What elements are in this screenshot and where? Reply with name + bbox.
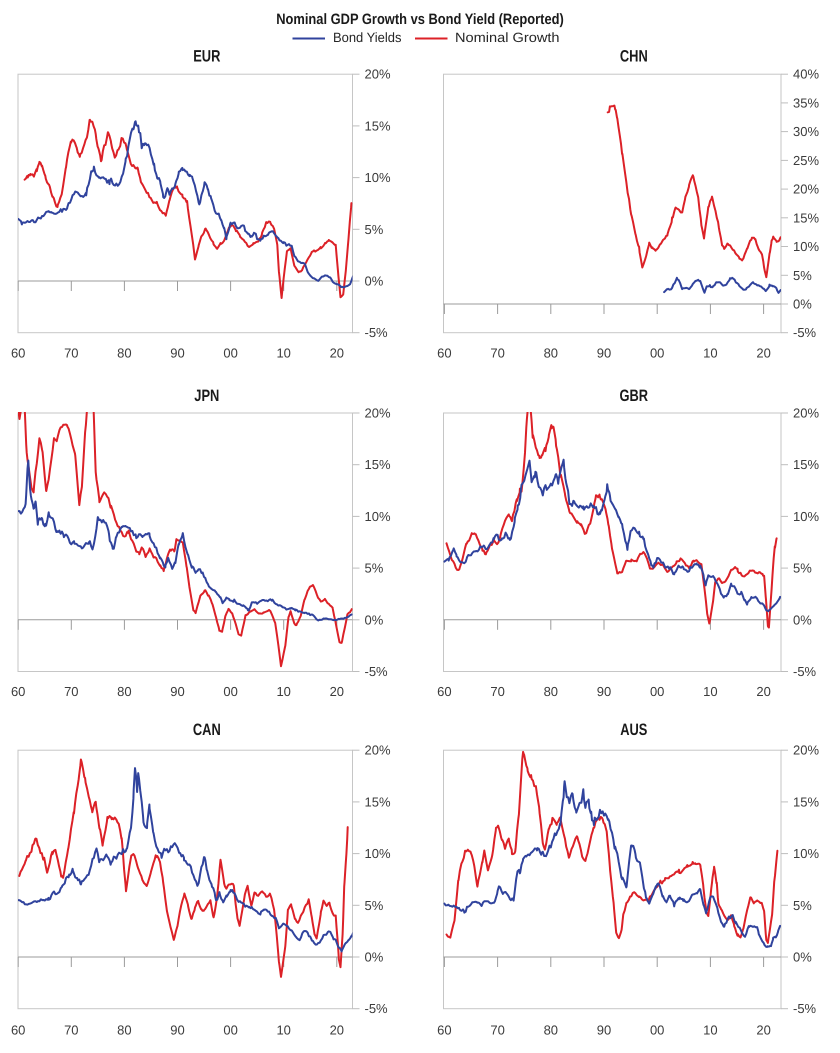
svg-text:15%: 15% [793, 210, 819, 225]
svg-text:20%: 20% [793, 182, 819, 197]
svg-text:40%: 40% [793, 67, 819, 82]
svg-text:00: 00 [223, 346, 237, 361]
svg-text:15%: 15% [365, 794, 391, 809]
svg-text:20: 20 [756, 1023, 770, 1038]
svg-text:-5%: -5% [365, 1001, 389, 1016]
svg-text:0%: 0% [793, 612, 812, 627]
svg-text:70: 70 [490, 1023, 504, 1038]
svg-text:0%: 0% [365, 950, 384, 965]
svg-text:5%: 5% [365, 898, 384, 913]
svg-text:80: 80 [117, 684, 131, 699]
svg-text:80: 80 [117, 1023, 131, 1038]
svg-text:CAN: CAN [193, 721, 221, 739]
svg-text:10%: 10% [365, 509, 391, 524]
svg-text:90: 90 [597, 1023, 611, 1038]
svg-text:0%: 0% [365, 612, 384, 627]
svg-text:15%: 15% [365, 118, 391, 133]
svg-text:20: 20 [330, 346, 344, 361]
svg-text:25%: 25% [793, 153, 819, 168]
svg-text:10%: 10% [793, 846, 819, 861]
svg-text:-5%: -5% [793, 325, 817, 340]
svg-text:10: 10 [703, 1023, 717, 1038]
svg-text:60: 60 [11, 1023, 25, 1038]
svg-text:60: 60 [437, 346, 451, 361]
svg-text:20: 20 [756, 346, 770, 361]
svg-text:Nominal GDP Growth vs Bond Yie: Nominal GDP Growth vs Bond Yield (Report… [276, 11, 564, 28]
svg-text:5%: 5% [793, 561, 812, 576]
svg-text:70: 70 [64, 346, 78, 361]
svg-text:60: 60 [437, 684, 451, 699]
svg-text:00: 00 [650, 684, 664, 699]
svg-text:00: 00 [223, 684, 237, 699]
svg-text:15%: 15% [793, 794, 819, 809]
svg-text:90: 90 [170, 346, 184, 361]
svg-text:0%: 0% [793, 297, 812, 312]
svg-text:00: 00 [650, 1023, 664, 1038]
svg-text:20: 20 [756, 684, 770, 699]
svg-text:5%: 5% [793, 898, 812, 913]
svg-text:20%: 20% [793, 743, 819, 758]
svg-text:30%: 30% [793, 124, 819, 139]
svg-text:5%: 5% [793, 268, 812, 283]
svg-text:Bond Yields: Bond Yields [333, 30, 402, 45]
svg-text:10%: 10% [793, 239, 819, 254]
svg-text:20: 20 [330, 684, 344, 699]
svg-text:70: 70 [490, 346, 504, 361]
svg-text:90: 90 [597, 346, 611, 361]
svg-text:80: 80 [544, 684, 558, 699]
svg-text:70: 70 [64, 1023, 78, 1038]
svg-text:90: 90 [170, 684, 184, 699]
svg-text:10%: 10% [365, 170, 391, 185]
svg-text:80: 80 [544, 1023, 558, 1038]
svg-text:-5%: -5% [793, 1001, 817, 1016]
svg-text:10: 10 [276, 346, 290, 361]
svg-text:60: 60 [11, 346, 25, 361]
svg-text:90: 90 [170, 1023, 184, 1038]
svg-text:10: 10 [276, 684, 290, 699]
svg-text:90: 90 [597, 684, 611, 699]
svg-text:15%: 15% [793, 457, 819, 472]
svg-text:20%: 20% [793, 406, 819, 421]
svg-text:20%: 20% [365, 67, 391, 82]
svg-text:35%: 35% [793, 95, 819, 110]
svg-text:70: 70 [490, 684, 504, 699]
svg-text:00: 00 [223, 1023, 237, 1038]
svg-text:10%: 10% [793, 509, 819, 524]
svg-text:AUS: AUS [620, 721, 647, 739]
svg-text:0%: 0% [365, 274, 384, 289]
svg-text:60: 60 [11, 684, 25, 699]
svg-text:10%: 10% [365, 846, 391, 861]
svg-text:Nominal Growth: Nominal Growth [455, 30, 560, 45]
svg-text:JPN: JPN [194, 387, 219, 405]
svg-text:60: 60 [437, 1023, 451, 1038]
svg-text:20%: 20% [365, 743, 391, 758]
svg-text:CHN: CHN [620, 47, 648, 65]
svg-text:GBR: GBR [619, 387, 648, 405]
svg-text:-5%: -5% [365, 325, 389, 340]
svg-text:80: 80 [117, 346, 131, 361]
svg-text:10: 10 [703, 346, 717, 361]
svg-text:10: 10 [276, 1023, 290, 1038]
svg-text:EUR: EUR [193, 47, 220, 65]
svg-text:5%: 5% [365, 222, 384, 237]
svg-text:-5%: -5% [793, 664, 817, 679]
svg-text:00: 00 [650, 346, 664, 361]
svg-text:5%: 5% [365, 561, 384, 576]
svg-text:20%: 20% [365, 406, 391, 421]
svg-text:15%: 15% [365, 457, 391, 472]
svg-text:0%: 0% [793, 950, 812, 965]
svg-text:-5%: -5% [365, 664, 389, 679]
svg-text:70: 70 [64, 684, 78, 699]
svg-text:10: 10 [703, 684, 717, 699]
svg-text:20: 20 [330, 1023, 344, 1038]
svg-text:80: 80 [544, 346, 558, 361]
